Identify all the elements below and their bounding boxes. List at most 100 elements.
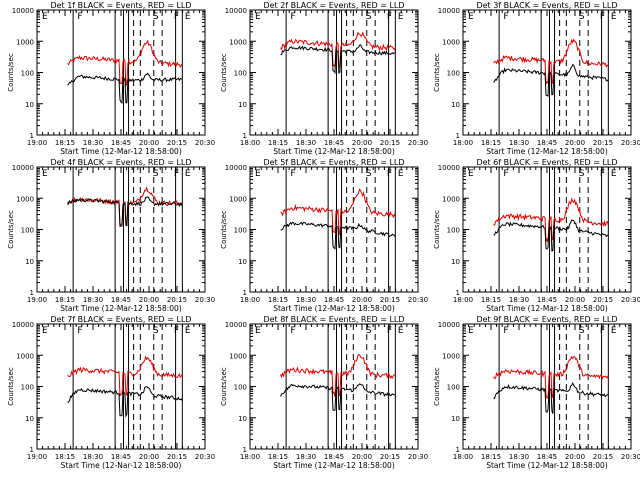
flag-label: E [255, 169, 261, 179]
flag-label: F [387, 12, 392, 22]
y-tick-label: 10000 [225, 7, 247, 15]
x-tick-label: 20:15 [593, 139, 613, 147]
x-tick-label: 18:15 [268, 453, 288, 461]
flag-label: E [398, 326, 404, 336]
x-tick-label: 20:00 [352, 139, 372, 147]
x-tick-label: 20:15 [167, 453, 187, 461]
x-axis-label: Start Time (12-Mar-12 18:58:00) [486, 461, 608, 470]
y-tick-label: 1000 [16, 195, 34, 203]
x-tick-label: 20:30 [621, 296, 640, 304]
events-series-line [493, 64, 609, 97]
flag-label: E [468, 326, 474, 336]
y-tick-label: 1 [30, 446, 34, 454]
x-tick-label: 20:00 [565, 296, 585, 304]
x-axis-label: Start Time (12-Mar-12 18:58:00) [486, 304, 608, 313]
x-tick-label: 18:15 [481, 453, 501, 461]
x-tick-label: 19:00 [27, 453, 47, 461]
lld-series-line [280, 188, 396, 236]
flag-label: E [611, 326, 617, 336]
flag-label: F [387, 326, 392, 336]
x-tick-label: 18:45 [537, 296, 557, 304]
y-axis-label: Counts/sec [220, 53, 228, 92]
y-tick-label: 10 [25, 415, 34, 423]
events-series-line [67, 196, 183, 227]
chart-panel-8: Det 8f BLACK = Events, RED = LLD 1 10 100 10… [220, 315, 428, 470]
flag-label: F [174, 169, 179, 179]
flag-label: F [600, 326, 605, 336]
axes-frame [249, 9, 419, 136]
x-tick-label: 20:00 [565, 453, 585, 461]
y-tick-label: 100 [234, 384, 247, 392]
y-tick-label: 1 [243, 132, 247, 140]
y-tick-label: 100 [447, 384, 460, 392]
flag-label: F [174, 326, 179, 336]
y-tick-label: 10000 [225, 321, 247, 329]
y-tick-label: 1000 [229, 195, 247, 203]
events-series-line [493, 219, 609, 252]
flag-label: E [185, 12, 191, 22]
panel-title: Det 8f BLACK = Events, RED = LLD [263, 315, 404, 324]
axes-frame [249, 166, 419, 293]
chart-panel-3: Det 3f BLACK = Events, RED = LLD 1 10 100 10… [433, 1, 640, 156]
y-tick-label: 10 [451, 258, 460, 266]
y-tick-label: 10000 [225, 164, 247, 172]
x-tick-label: 18:15 [55, 296, 75, 304]
flag-label: E [611, 12, 617, 22]
x-tick-label: 20:00 [139, 139, 159, 147]
axes-frame [36, 9, 206, 136]
x-tick-label: 18:15 [481, 139, 501, 147]
x-tick-label: 20:00 [139, 296, 159, 304]
y-tick-label: 1 [456, 289, 460, 297]
chart-panel-6: Det 6f BLACK = Events, RED = LLD 1 10 100 10… [433, 158, 640, 313]
flag-label: E [398, 169, 404, 179]
y-tick-label: 10 [238, 258, 247, 266]
flag-label: S [153, 326, 159, 336]
events-series-line [67, 72, 183, 104]
flag-label: E [42, 169, 48, 179]
flag-label: F [290, 12, 295, 22]
flag-label: F [77, 326, 82, 336]
lld-series-line [280, 353, 396, 397]
y-tick-label: 1000 [229, 38, 247, 46]
flag-label: F [387, 169, 392, 179]
x-tick-label: 20:30 [621, 453, 640, 461]
y-tick-label: 100 [447, 70, 460, 78]
flag-label: E [611, 169, 617, 179]
x-tick-label: 20:30 [621, 139, 640, 147]
x-tick-label: 18:30 [509, 453, 529, 461]
y-tick-label: 1 [456, 446, 460, 454]
chart-panel-9: Det 9f BLACK = Events, RED = LLD 1 10 100 10… [433, 315, 640, 470]
x-tick-label: 20:15 [380, 139, 400, 147]
axes-frame [462, 166, 632, 293]
x-tick-label: 18:15 [481, 296, 501, 304]
events-series-line [493, 382, 609, 414]
axes-frame [36, 323, 206, 450]
y-tick-label: 10000 [12, 321, 34, 329]
flag-label: F [77, 12, 82, 22]
x-tick-label: 20:30 [195, 296, 215, 304]
x-axis-label: Start Time (12-Mar-12 18:58:00) [486, 147, 608, 156]
x-tick-label: 20:00 [565, 139, 585, 147]
flag-label: S [579, 169, 585, 179]
x-tick-label: 18:30 [296, 296, 316, 304]
y-tick-label: 100 [234, 70, 247, 78]
flag-label: E [468, 12, 474, 22]
x-tick-label: 18:30 [83, 139, 103, 147]
panel-title: Det 1f BLACK = Events, RED = LLD [50, 1, 191, 10]
flag-label: S [366, 169, 372, 179]
events-series-line [280, 383, 396, 411]
x-tick-label: 20:15 [167, 139, 187, 147]
axes-frame [249, 323, 419, 450]
lld-series-line [280, 31, 396, 69]
x-tick-label: 18:00 [453, 296, 473, 304]
x-tick-label: 19:00 [27, 139, 47, 147]
x-tick-label: 18:45 [324, 296, 344, 304]
flag-label: E [185, 169, 191, 179]
axes-frame [462, 323, 632, 450]
x-tick-label: 20:30 [408, 453, 428, 461]
x-tick-label: 18:00 [240, 453, 260, 461]
lld-series-line [493, 197, 609, 243]
flag-label: E [255, 326, 261, 336]
x-tick-label: 18:45 [111, 139, 131, 147]
